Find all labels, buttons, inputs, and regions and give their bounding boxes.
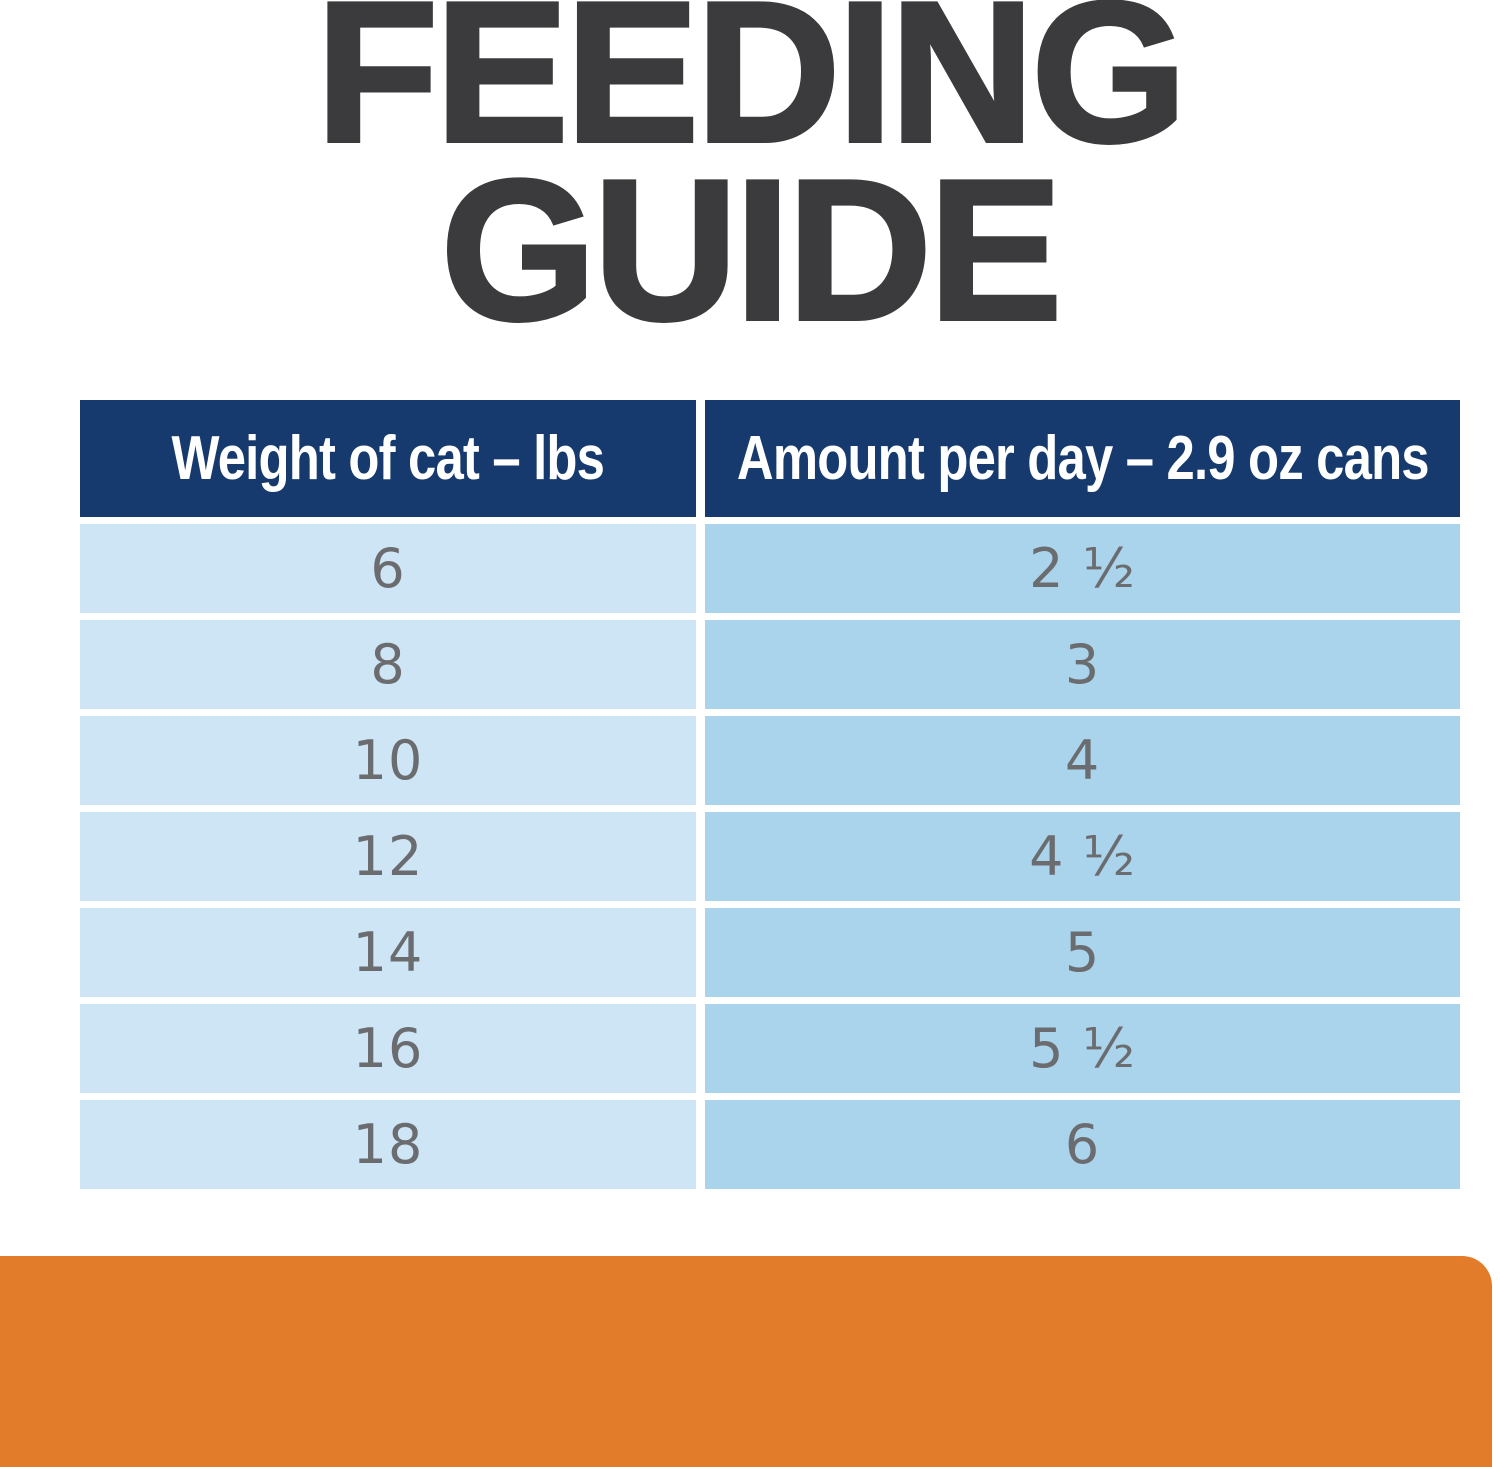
- weight-cell: 10: [80, 716, 696, 805]
- page-title-line2: GUIDE: [439, 139, 1064, 362]
- page-title-line1: FEEDING: [314, 0, 1189, 184]
- weight-cell: 6: [80, 524, 696, 613]
- header-cell-amount: Amount per day – 2.9 oz cans: [705, 400, 1460, 517]
- weight-cell: 16: [80, 1004, 696, 1093]
- feeding-guide-table: Weight of cat – lbs Amount per day – 2.9…: [80, 400, 1460, 1189]
- header-cell-weight: Weight of cat – lbs: [80, 400, 696, 517]
- page-title: FEEDING GUIDE: [0, 0, 1500, 362]
- amount-cell: 2 ½: [705, 524, 1460, 613]
- header-cell-amount-label: Amount per day – 2.9 oz cans: [736, 424, 1430, 493]
- weight-cell: 12: [80, 812, 696, 901]
- amount-cell: 5: [705, 908, 1460, 997]
- weight-cell: 8: [80, 620, 696, 709]
- amount-cell: 4: [705, 716, 1460, 805]
- weight-cell: 14: [80, 908, 696, 997]
- orange-footer-band: [0, 1256, 1492, 1467]
- amount-cell: 4 ½: [705, 812, 1460, 901]
- amount-cell: 5 ½: [705, 1004, 1460, 1093]
- header-cell-weight-label: Weight of cat – lbs: [171, 424, 605, 493]
- amount-cell: 3: [705, 620, 1460, 709]
- weight-cell: 18: [80, 1100, 696, 1189]
- amount-cell: 6: [705, 1100, 1460, 1189]
